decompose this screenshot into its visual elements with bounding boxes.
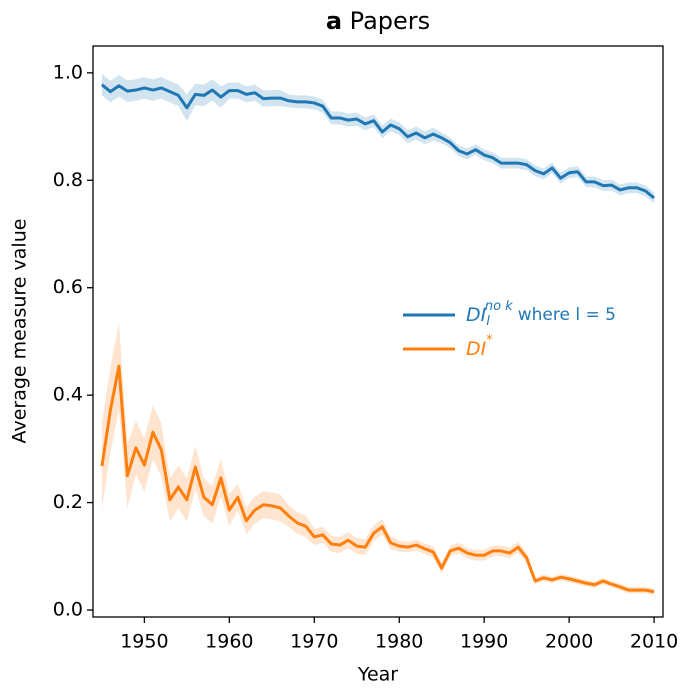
y-axis-label: Average measure value: [9, 219, 31, 444]
x-tick-label: 1960: [205, 631, 253, 653]
series-line: [100, 83, 656, 200]
legend-name: DI: [466, 338, 487, 360]
y-tick-label: 0.0: [53, 599, 83, 621]
chart-title: a Papers: [326, 7, 430, 35]
title-text: Papers: [350, 7, 430, 35]
legend-label: DIlno k where l = 5: [466, 299, 616, 329]
y-tick-label: 0.6: [53, 276, 83, 298]
legend-note: where l = 5: [518, 305, 616, 325]
series-line: [100, 364, 655, 594]
legend-sub: l: [486, 314, 490, 329]
confidence-band: [101, 73, 655, 204]
x-tick-label: 1950: [120, 631, 168, 653]
x-tick-label: 1970: [290, 631, 338, 653]
y-tick-label: 0.4: [53, 384, 83, 406]
x-tick-label: 2000: [545, 631, 593, 653]
x-tick-label: 1990: [460, 631, 508, 653]
x-tick-label: 2010: [630, 631, 678, 653]
confidence-band: [101, 323, 655, 595]
x-axis-label: Year: [357, 664, 398, 686]
legend-label: DI*: [466, 333, 493, 360]
panel-label: a: [326, 7, 342, 35]
y-tick-label: 1.0: [53, 61, 83, 83]
legend-sup: no k: [485, 299, 513, 314]
y-tick-label: 0.2: [53, 491, 83, 513]
legend-sup: *: [486, 333, 493, 348]
y-tick-label: 0.8: [53, 169, 83, 191]
x-tick-label: 1980: [375, 631, 423, 653]
plot-frame: [92, 45, 664, 618]
legend-name: DI: [466, 304, 487, 326]
